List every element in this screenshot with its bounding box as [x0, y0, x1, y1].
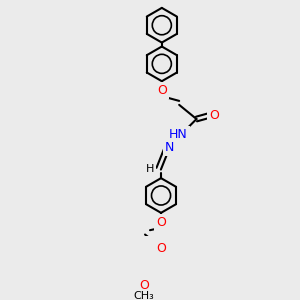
Text: HN: HN — [169, 128, 188, 141]
Text: CH₃: CH₃ — [133, 291, 154, 300]
Text: N: N — [165, 141, 174, 154]
Text: H: H — [146, 164, 154, 174]
Text: O: O — [139, 279, 148, 292]
Text: O: O — [156, 242, 166, 255]
Text: O: O — [157, 84, 167, 97]
Text: O: O — [209, 109, 219, 122]
Text: O: O — [156, 216, 166, 229]
